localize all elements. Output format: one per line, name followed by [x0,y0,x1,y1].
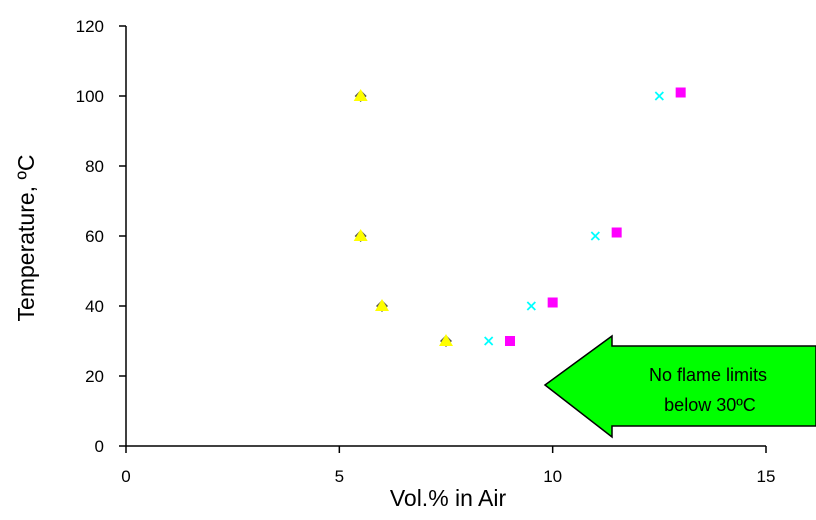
y-axis-title: Temperature, ºC [13,155,39,322]
annotation-arrow [543,334,816,439]
triangle-point [439,334,453,346]
x-point [526,301,536,311]
x-point [590,231,600,241]
y-tick-label: 80 [85,157,104,176]
y-tick-label: 60 [85,227,104,246]
y-tick-label: 120 [76,17,104,36]
triangle-point [353,89,368,101]
x-axis-ticks: 0 5 10 15 [121,446,775,486]
square-point [547,297,558,308]
square-point [505,336,515,346]
annotation-line-1: No flame limits [649,365,767,385]
x-tick-label: 10 [543,467,562,486]
annotation-arrow-group: No flame limits below 30ºC [543,334,816,439]
triangle-point [375,299,389,311]
x-axis-title: Vol.% in Air [390,485,507,511]
triangle-point [353,229,368,241]
y-tick-label: 20 [85,367,104,386]
y-axis-ticks: 0 20 40 60 80 100 120 [76,17,126,456]
x-point [654,91,664,101]
y-tick-label: 100 [76,87,104,106]
x-tick-label: 0 [121,467,130,486]
y-tick-label: 0 [95,437,104,456]
y-tick-label: 40 [85,297,104,316]
square-point [675,87,686,98]
x-tick-label: 5 [335,467,344,486]
x-point [484,336,494,346]
x-tick-label: 15 [757,467,776,486]
data-points [353,87,686,347]
annotation-line-2: below 30ºC [664,395,756,415]
square-point [611,227,622,238]
